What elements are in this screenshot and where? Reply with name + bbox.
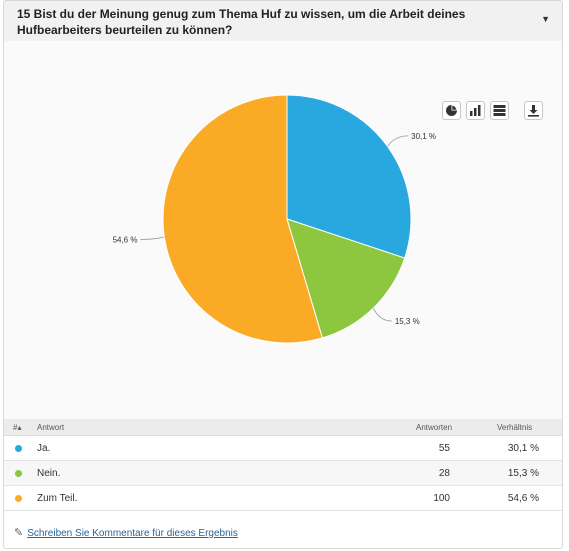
- table-view-button[interactable]: [490, 101, 509, 120]
- table-row: Nein. 28 15,3 %: [4, 461, 562, 486]
- slice-label: 54,6 %: [113, 235, 138, 244]
- comment-link[interactable]: Schreiben Sie Kommentare für dieses Erge…: [27, 528, 238, 539]
- header-ratio: Verhältnis: [497, 423, 533, 432]
- pie-slice[interactable]: [162, 94, 323, 344]
- table-header: #▴ Antwort Antworten Verhältnis: [4, 419, 562, 436]
- chart-area: 30,1 % 15,3 % 54,6 %: [4, 41, 562, 419]
- answer-label: Nein.: [37, 468, 61, 479]
- label-connector: [140, 236, 165, 240]
- comment-footer: ✎ Schreiben Sie Kommentare für dieses Erg…: [14, 526, 238, 539]
- results-table: #▴ Antwort Antworten Verhältnis Ja. 55 3…: [4, 419, 562, 511]
- label-connector: [387, 135, 409, 147]
- question-title: 15 Bist du der Meinung genug zum Thema H…: [17, 7, 466, 37]
- header-num[interactable]: #▴: [13, 423, 22, 432]
- download-button[interactable]: [524, 101, 543, 120]
- question-header[interactable]: 15 Bist du der Meinung genug zum Thema H…: [4, 1, 562, 42]
- caret-down-icon[interactable]: ▼: [541, 14, 550, 24]
- answer-label: Zum Teil.: [37, 493, 78, 504]
- bar-chart-icon: [470, 105, 481, 116]
- header-responses: Antworten: [416, 423, 453, 432]
- table-row: Ja. 55 30,1 %: [4, 436, 562, 461]
- question-panel: 15 Bist du der Meinung genug zum Thema H…: [3, 0, 563, 549]
- pie-chart: 30,1 % 15,3 % 54,6 %: [113, 94, 436, 344]
- sort-icon: ▴: [17, 423, 22, 432]
- color-dot: [15, 445, 22, 452]
- pencil-icon: ✎: [14, 527, 24, 539]
- answer-label: Ja.: [37, 443, 51, 454]
- response-ratio: 30,1 %: [507, 443, 539, 454]
- pie-chart-button[interactable]: [442, 101, 461, 120]
- label-connector: [372, 307, 392, 322]
- table-row: Zum Teil. 100 54,6 %: [4, 486, 562, 511]
- response-ratio: 54,6 %: [507, 493, 539, 504]
- response-count: 55: [438, 443, 450, 454]
- response-count: 28: [438, 468, 450, 479]
- download-icon: [528, 105, 539, 117]
- header-answer: Antwort: [37, 423, 65, 432]
- color-dot: [15, 470, 22, 477]
- slice-label: 15,3 %: [395, 317, 420, 326]
- pie-chart-icon: [446, 105, 457, 116]
- table-icon: [493, 105, 506, 116]
- pie-slice[interactable]: [286, 218, 406, 339]
- color-dot: [15, 495, 22, 502]
- response-ratio: 15,3 %: [507, 468, 539, 479]
- response-count: 100: [433, 493, 450, 504]
- bar-chart-button[interactable]: [466, 101, 485, 120]
- slice-label: 30,1 %: [411, 132, 436, 141]
